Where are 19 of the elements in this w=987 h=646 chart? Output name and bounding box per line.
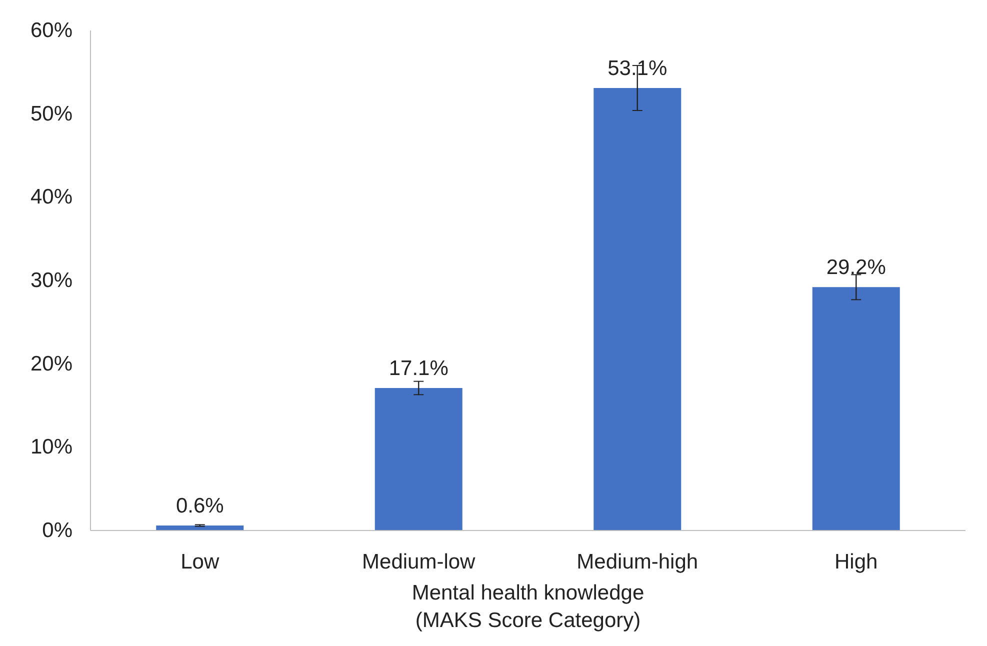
data-label: 0.6%: [176, 494, 224, 518]
y-tick-label: 30%: [30, 269, 72, 292]
x-axis-title: Mental health knowledge (MAKS Score Category): [412, 582, 644, 632]
x-tick-label: High: [834, 550, 878, 574]
bar: [812, 287, 900, 530]
y-tick-label: 60%: [30, 19, 72, 42]
y-tick-label: 50%: [30, 102, 72, 126]
y-tick-label: 40%: [30, 186, 72, 209]
y-tick-label: 10%: [30, 436, 72, 459]
y-tick-label: 20%: [30, 352, 72, 376]
x-tick-label: Low: [180, 550, 220, 574]
data-label: 29.2%: [826, 256, 886, 280]
bar: [594, 88, 682, 530]
x-tick-label: Medium-low: [362, 550, 476, 574]
x-tick-label: Medium-high: [576, 550, 698, 574]
data-label: 17.1%: [388, 357, 448, 380]
y-tick-label: 0%: [42, 519, 73, 542]
bar: [374, 388, 462, 530]
bar: [156, 526, 244, 530]
